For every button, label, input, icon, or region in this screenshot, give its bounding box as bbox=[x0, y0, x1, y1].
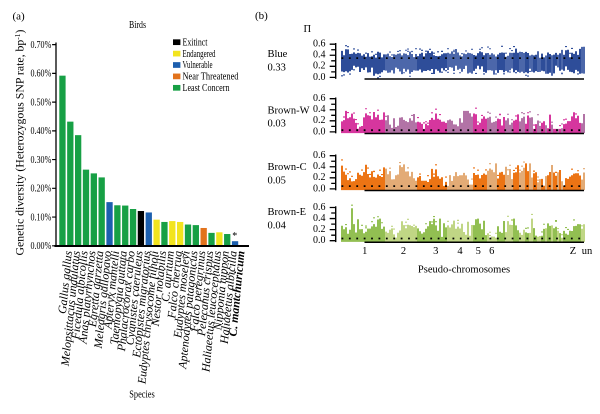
svg-text:Genetic diversity (Heterozygou: Genetic diversity (Heterozygous SNP rate… bbox=[13, 29, 27, 255]
svg-text:5: 5 bbox=[476, 246, 481, 257]
svg-text:Exitinct: Exitinct bbox=[183, 37, 208, 48]
svg-text:0.4: 0.4 bbox=[313, 104, 326, 115]
svg-text:0.0: 0.0 bbox=[313, 235, 326, 246]
svg-text:0.10%: 0.10% bbox=[31, 212, 52, 223]
svg-text:0.4: 0.4 bbox=[313, 213, 326, 224]
svg-text:0.60%: 0.60% bbox=[31, 69, 52, 80]
svg-text:Least Concern: Least Concern bbox=[183, 83, 230, 94]
svg-text:Species: Species bbox=[129, 390, 154, 401]
svg-text:*: * bbox=[232, 231, 237, 242]
svg-text:Gallus gallus: Gallus gallus bbox=[55, 250, 75, 315]
svg-text:Z: Z bbox=[570, 246, 576, 257]
svg-text:0.00%: 0.00% bbox=[31, 241, 52, 252]
svg-text:Birds: Birds bbox=[129, 20, 146, 31]
svg-text:0.2: 0.2 bbox=[313, 115, 326, 126]
svg-text:Vulnerable: Vulnerable bbox=[183, 60, 213, 71]
svg-text:C. auritum: C. auritum bbox=[158, 250, 177, 303]
svg-text:0.40%: 0.40% bbox=[31, 126, 52, 137]
svg-text:(a): (a) bbox=[13, 11, 26, 23]
svg-text:0.6: 0.6 bbox=[313, 39, 326, 50]
svg-text:0.0: 0.0 bbox=[313, 183, 326, 194]
svg-text:0.33: 0.33 bbox=[268, 63, 286, 74]
svg-text:Brown-E: Brown-E bbox=[268, 207, 307, 218]
svg-text:0.03: 0.03 bbox=[268, 119, 286, 130]
svg-text:Near Threatened: Near Threatened bbox=[183, 72, 239, 83]
svg-text:0.2: 0.2 bbox=[313, 61, 326, 72]
svg-text:6: 6 bbox=[489, 246, 494, 257]
svg-text:4: 4 bbox=[457, 246, 463, 257]
svg-text:Brown-C: Brown-C bbox=[268, 162, 307, 173]
svg-text:un: un bbox=[582, 246, 593, 257]
svg-text:0.04: 0.04 bbox=[268, 221, 287, 232]
svg-text:0.4: 0.4 bbox=[313, 50, 326, 61]
svg-text:0.20%: 0.20% bbox=[31, 184, 52, 195]
svg-text:0.2: 0.2 bbox=[313, 224, 326, 235]
svg-text:Π: Π bbox=[304, 24, 312, 35]
svg-text:Falco cherrug: Falco cherrug bbox=[164, 250, 185, 320]
svg-text:2: 2 bbox=[401, 246, 406, 257]
svg-text:0.0: 0.0 bbox=[313, 72, 326, 83]
svg-text:Blue: Blue bbox=[268, 49, 288, 60]
svg-text:Brown-W: Brown-W bbox=[268, 106, 310, 117]
svg-text:3: 3 bbox=[433, 246, 438, 257]
svg-text:0.6: 0.6 bbox=[313, 202, 326, 213]
svg-text:(b): (b) bbox=[255, 10, 268, 22]
svg-text:Pseudo-chromosomes: Pseudo-chromosomes bbox=[418, 265, 510, 276]
svg-text:1: 1 bbox=[362, 246, 367, 257]
svg-text:0.0: 0.0 bbox=[313, 126, 326, 137]
svg-text:0.2: 0.2 bbox=[313, 172, 326, 183]
svg-text:0.70%: 0.70% bbox=[31, 40, 52, 51]
svg-text:Endangered: Endangered bbox=[183, 49, 216, 60]
svg-text:0.50%: 0.50% bbox=[31, 97, 52, 108]
svg-text:0.6: 0.6 bbox=[313, 150, 326, 161]
svg-text:0.30%: 0.30% bbox=[31, 155, 52, 166]
svg-text:0.05: 0.05 bbox=[268, 176, 286, 187]
svg-text:0.4: 0.4 bbox=[313, 161, 326, 172]
svg-text:0.6: 0.6 bbox=[313, 93, 326, 104]
